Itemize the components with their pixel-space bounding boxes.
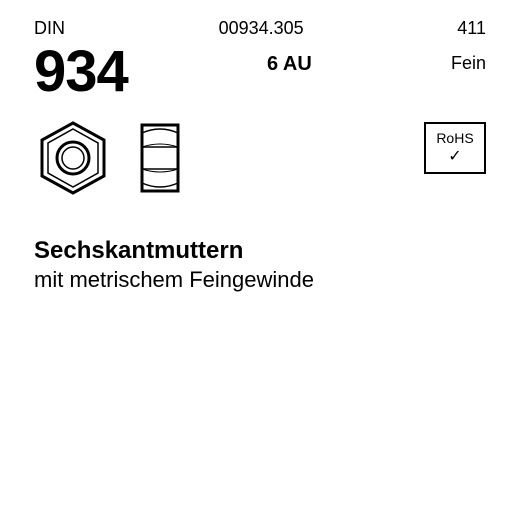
check-icon: ✓ [448, 148, 461, 166]
hex-nut-side-icon [136, 119, 184, 197]
rohs-label: RoHS [436, 131, 473, 146]
page-number: 411 [457, 18, 486, 39]
rohs-badge: RoHS ✓ [424, 122, 486, 174]
thread-type: Fein [451, 53, 486, 74]
product-subtitle: mit metrischem Feingewinde [34, 267, 486, 293]
product-title: Sechskantmuttern [34, 237, 486, 265]
standard-number: 934 [34, 43, 128, 101]
standard-label: DIN [34, 18, 65, 39]
material-grade: 6 AU [267, 53, 312, 76]
hex-nut-front-icon [34, 119, 112, 197]
code-label: 00934.305 [219, 18, 304, 39]
